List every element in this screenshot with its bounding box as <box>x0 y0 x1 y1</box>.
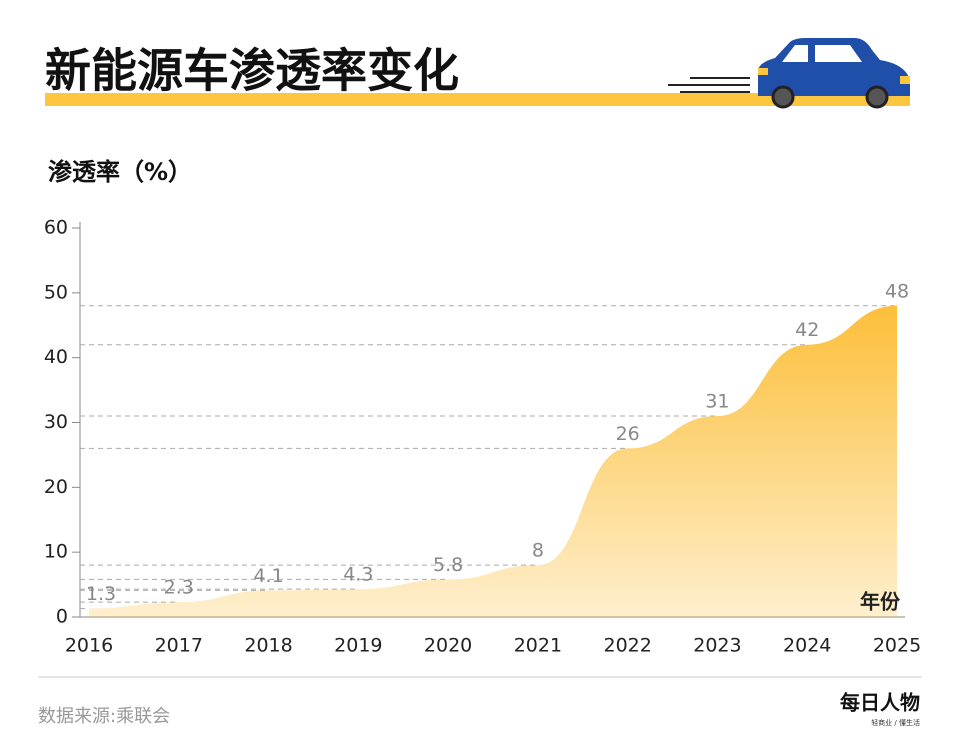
value-label: 1.3 <box>86 583 116 605</box>
x-tick-label: 2021 <box>514 635 562 657</box>
y-tick-label: 10 <box>44 541 68 563</box>
title-bar <box>45 93 910 106</box>
value-label: 26 <box>616 423 640 445</box>
x-tick-label: 2018 <box>244 635 292 657</box>
y-tick-label: 60 <box>44 217 68 239</box>
value-label: 31 <box>705 391 729 413</box>
value-label: 48 <box>885 280 909 302</box>
value-label: 4.1 <box>253 565 283 587</box>
x-tick-label: 2016 <box>65 635 113 657</box>
value-label: 42 <box>795 319 819 341</box>
x-tick-label: 2022 <box>603 635 651 657</box>
x-tick-label: 2019 <box>334 635 382 657</box>
y-tick-label: 40 <box>44 346 68 368</box>
y-tick-label: 0 <box>56 606 68 628</box>
y-tick-label: 50 <box>44 281 68 303</box>
value-label: 4.3 <box>343 564 373 586</box>
source: 数据来源:乘联会 <box>38 706 170 727</box>
x-tick-label: 2024 <box>783 635 831 657</box>
area <box>89 305 897 617</box>
y-tick-label: 20 <box>44 476 68 498</box>
x-axis-label: 年份 <box>860 590 901 614</box>
car-icon <box>668 38 910 109</box>
y-axis-label: 渗透率（%） <box>48 158 192 186</box>
value-label: 5.8 <box>433 554 463 576</box>
x-tick-label: 2025 <box>873 635 921 657</box>
x-tick-label: 2023 <box>693 635 741 657</box>
x-tick-label: 2020 <box>424 635 472 657</box>
logo: 每日人物 <box>840 691 920 715</box>
x-tick-label: 2017 <box>155 635 203 657</box>
y-tick-label: 30 <box>44 411 68 433</box>
plot: 0 10 20 30 40 50 60 2016 2017 2018 2019 2020 2021 202… <box>44 217 921 657</box>
value-label: 8 <box>532 540 544 562</box>
chart-title: 新能源车渗透率变化 <box>45 44 459 98</box>
logo-sub: 轻商业 / 懂生活 <box>871 718 920 727</box>
value-label: 2.3 <box>164 577 194 599</box>
